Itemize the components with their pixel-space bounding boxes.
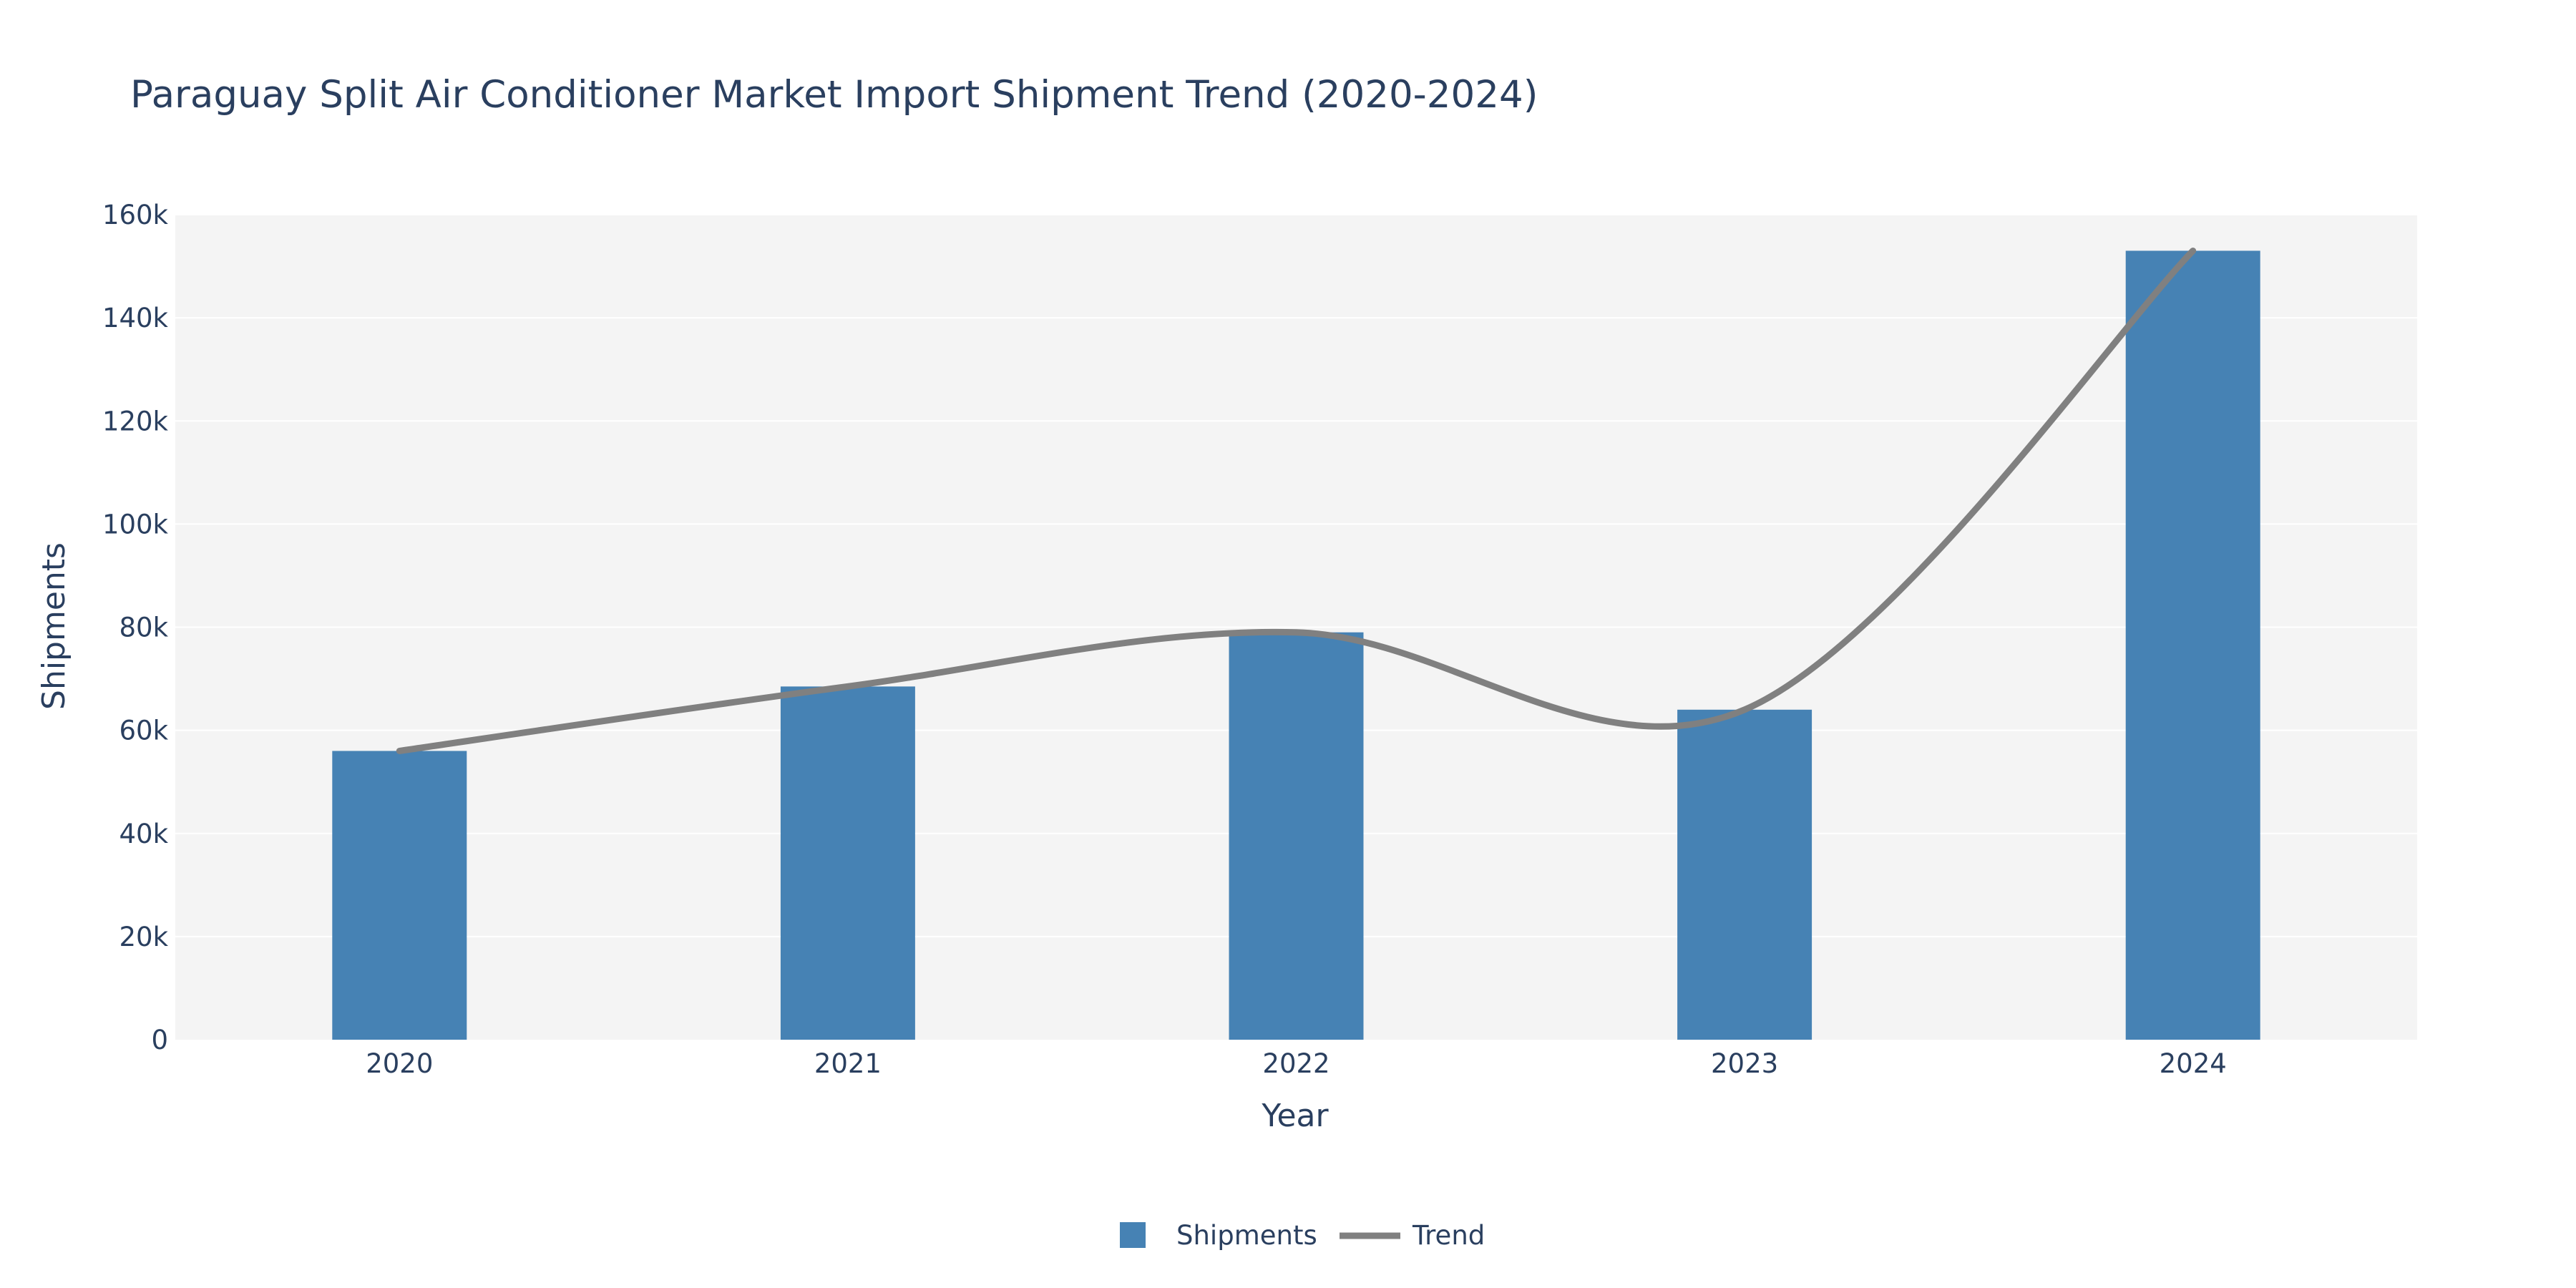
bar-2021 bbox=[780, 686, 915, 1040]
y-tick-label: 0 bbox=[151, 1025, 168, 1055]
y-tick-label: 100k bbox=[102, 509, 169, 540]
y-tick-label: 160k bbox=[102, 200, 169, 230]
y-tick-label: 20k bbox=[119, 922, 168, 952]
bar-2023 bbox=[1677, 709, 1813, 1040]
bar-2022 bbox=[1229, 632, 1364, 1040]
y-tick-label: 80k bbox=[119, 613, 168, 643]
trend-line bbox=[396, 247, 2197, 754]
x-tick-label: 2020 bbox=[366, 1048, 433, 1079]
x-tick-label: 2021 bbox=[814, 1048, 882, 1079]
y-tick-label: 120k bbox=[102, 406, 169, 436]
y-tick-label: 40k bbox=[119, 819, 168, 849]
y-tick-label: 60k bbox=[119, 716, 168, 746]
bar-2020 bbox=[332, 751, 467, 1040]
x-tick-label: 2023 bbox=[1711, 1048, 1778, 1079]
bar-series bbox=[332, 250, 2260, 1040]
legend: Shipments Trend bbox=[1120, 1220, 1485, 1251]
y-axis-ticks: 0 20k 40k 60k 80k 100k 120k 140k 160k bbox=[102, 200, 169, 1055]
y-tick-label: 140k bbox=[102, 303, 169, 333]
legend-label-trend: Trend bbox=[1412, 1220, 1485, 1251]
x-tick-label: 2022 bbox=[1262, 1048, 1330, 1079]
legend-swatch-shipments bbox=[1120, 1222, 1146, 1248]
bar-2024 bbox=[2125, 250, 2260, 1040]
y-axis-title: Shipments bbox=[36, 542, 72, 710]
legend-label-shipments: Shipments bbox=[1176, 1220, 1317, 1251]
x-axis-ticks: 2020 2021 2022 2023 2024 bbox=[366, 1048, 2227, 1079]
x-axis-title: Year bbox=[1261, 1098, 1329, 1134]
x-tick-label: 2024 bbox=[2160, 1048, 2227, 1079]
chart-title: Paraguay Split Air Conditioner Market Im… bbox=[130, 73, 1538, 117]
